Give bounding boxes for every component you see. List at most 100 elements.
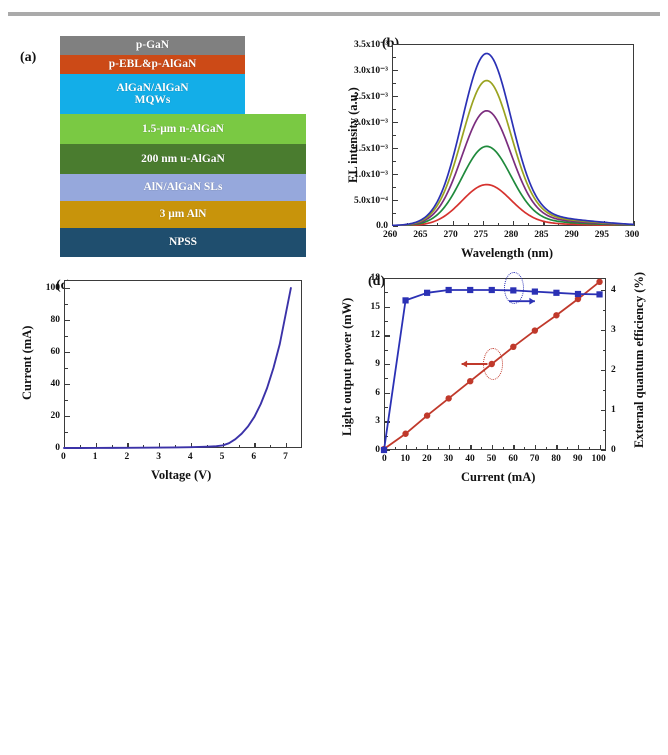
panel-d-ytick-right <box>601 450 606 452</box>
stack-layer-label: NPSS <box>168 236 198 249</box>
panel-c-yticklabel: 100 <box>45 283 60 293</box>
panel-b-xtick-minor <box>618 223 620 226</box>
panel-d-xticklabel: 60 <box>508 454 518 464</box>
panel-d-xtick <box>427 445 429 450</box>
panel-d-xticklabel: 20 <box>422 454 432 464</box>
panel-d-ytick-left <box>385 450 390 452</box>
panel-c-ytick-minor <box>65 304 68 305</box>
panel-b-ytick <box>393 44 398 46</box>
panel-b-xtick-minor <box>558 223 560 226</box>
panel-d-xticklabel: 80 <box>551 454 561 464</box>
panel-d-xtick-minor <box>459 447 461 450</box>
panel-b-xtick <box>513 221 515 226</box>
panel-d-yticklabel-left: 3 <box>375 416 380 427</box>
panel-b-ytick <box>393 226 398 228</box>
panel-d-xtick <box>577 445 580 450</box>
panel-b-xtick <box>603 221 606 226</box>
panel-d-yticklabel-right: 4 <box>611 285 616 295</box>
panel-d-xtick-minor <box>480 447 482 450</box>
panel-d-xtick <box>405 445 407 450</box>
panel-d-ytick-left-minor <box>385 349 388 351</box>
panel-d-ytick-right <box>601 410 606 412</box>
panel-d-xticklabel: 0 <box>382 454 387 464</box>
panel-d-yaxis-title: Light output power (mW) <box>340 297 354 436</box>
eqe-annotation-ellipse <box>504 272 525 304</box>
panel-d-label: (d) <box>368 274 386 289</box>
panel-c-ytick <box>65 384 70 386</box>
figure-canvas: (a) p-GaN p-EBL&p-AlGaN AlGaN/AlGaN MQWs 1.5… <box>8 12 660 490</box>
panel-c-ytick <box>65 352 70 354</box>
panel-d-ytick-left <box>385 335 390 337</box>
panel-b-xtick <box>573 221 575 226</box>
panel-c-xticklabel: 2 <box>124 452 130 462</box>
panel-a-epitaxial-stack: (a) p-GaN p-EBL&p-AlGaN AlGaN/AlGaN MQWs 1.5… <box>8 22 326 257</box>
panel-c-xticklabel: 0 <box>61 452 66 462</box>
panel-d-xtick <box>513 445 515 450</box>
panel-d-xaxis-title: Current (mA) <box>461 470 536 484</box>
panel-d-xtick <box>491 445 494 450</box>
panel-c-xtick-minor <box>238 445 240 448</box>
panel-d-ytick-right-minor <box>603 310 606 311</box>
panel-d-ytick-left <box>385 306 390 308</box>
layer-stack-diagram: p-GaN p-EBL&p-AlGaN AlGaN/AlGaN MQWs 1.5-μm … <box>60 36 306 257</box>
panel-b-xtick-minor <box>497 223 499 226</box>
stack-layer-label: p-EBL&p-AlGaN <box>108 58 197 71</box>
stack-layer-2: p-EBL&p-AlGaN <box>60 55 245 74</box>
stack-layer-7: 3 μm AlN <box>60 201 306 228</box>
stack-layer-text: MQWs <box>134 94 171 106</box>
panel-b-xtick-minor <box>437 223 439 226</box>
panel-d-ytick-right-minor <box>603 430 606 431</box>
panel-d-yticklabel-right: 3 <box>611 325 616 335</box>
panel-d-ytick-left <box>385 278 390 280</box>
panel-c-xtick <box>222 443 224 448</box>
panel-b-ytick-minor <box>393 83 396 84</box>
panel-b-xticklabel: 280 <box>504 230 519 240</box>
panel-b-ytick-minor <box>393 161 396 162</box>
panel-c-xaxis-title: Voltage (V) <box>151 468 212 482</box>
stack-layer-5: 200 nm u-AlGaN <box>60 144 306 174</box>
panel-c-ytick-minor <box>65 400 68 401</box>
panel-d-xticklabel: 40 <box>465 454 475 464</box>
panel-b-xtick <box>452 221 454 226</box>
panel-c-ytick <box>65 320 70 322</box>
panel-c-xtick <box>286 443 288 448</box>
panel-d-ytick-left-minor <box>385 292 388 294</box>
stack-layer-6: AlN/AlGaN SLs <box>60 174 306 201</box>
panel-d-ytick-left <box>385 392 390 394</box>
panel-b-xticklabel: 260 <box>383 230 398 240</box>
stack-layer-text: AlGaN/AlGaN <box>116 81 189 94</box>
stack-layer-8: NPSS <box>60 228 306 257</box>
panel-d-yticklabel-left: 12 <box>370 330 381 341</box>
panel-b-xaxis-title: Wavelength (nm) <box>461 246 554 260</box>
panel-b-yaxis-title: EL intensity (a.u.) <box>346 87 360 183</box>
panel-c-xtick-minor <box>206 445 208 448</box>
panel-b-ytick <box>393 148 398 150</box>
panel-d-xtick <box>470 445 472 450</box>
panel-b-ytick-minor <box>393 187 396 188</box>
panel-d-xticklabel: 100 <box>591 454 606 464</box>
panel-d-yticklabel-left: 9 <box>375 359 380 369</box>
panel-b-xtick <box>543 221 545 226</box>
panel-d-ytick-right <box>601 330 606 332</box>
panel-b-ytick <box>393 96 398 98</box>
panel-c-xticklabel: 4 <box>187 452 193 462</box>
panel-d-xtick-minor <box>524 447 526 450</box>
lop-annotation-ellipse <box>482 348 503 380</box>
panel-d-xtick-minor <box>588 447 590 450</box>
panel-d-ytick-left-minor <box>385 407 388 408</box>
panel-b-xticklabel: 275 <box>473 230 488 240</box>
panel-d-xtick-minor <box>394 447 396 450</box>
panel-d-yticklabel-left: 15 <box>370 301 381 312</box>
panel-d-ytick-left-minor <box>385 435 388 437</box>
panel-c-xtick-minor <box>79 445 81 448</box>
panel-d-xtick-minor <box>416 447 418 450</box>
panel-d-xtick <box>448 445 450 450</box>
panel-d-xticklabel: 90 <box>572 454 583 464</box>
panel-c-xtick <box>95 443 98 448</box>
panel-b-yticklabel: 2.0x10⁻³ <box>354 118 388 128</box>
panel-b-yticklabel: 1.5x10⁻³ <box>354 144 388 154</box>
panel-c-yticklabel: 60 <box>50 347 61 357</box>
panel-d-ytick-right <box>601 290 606 292</box>
panel-c-yticklabel: 0 <box>55 443 60 453</box>
